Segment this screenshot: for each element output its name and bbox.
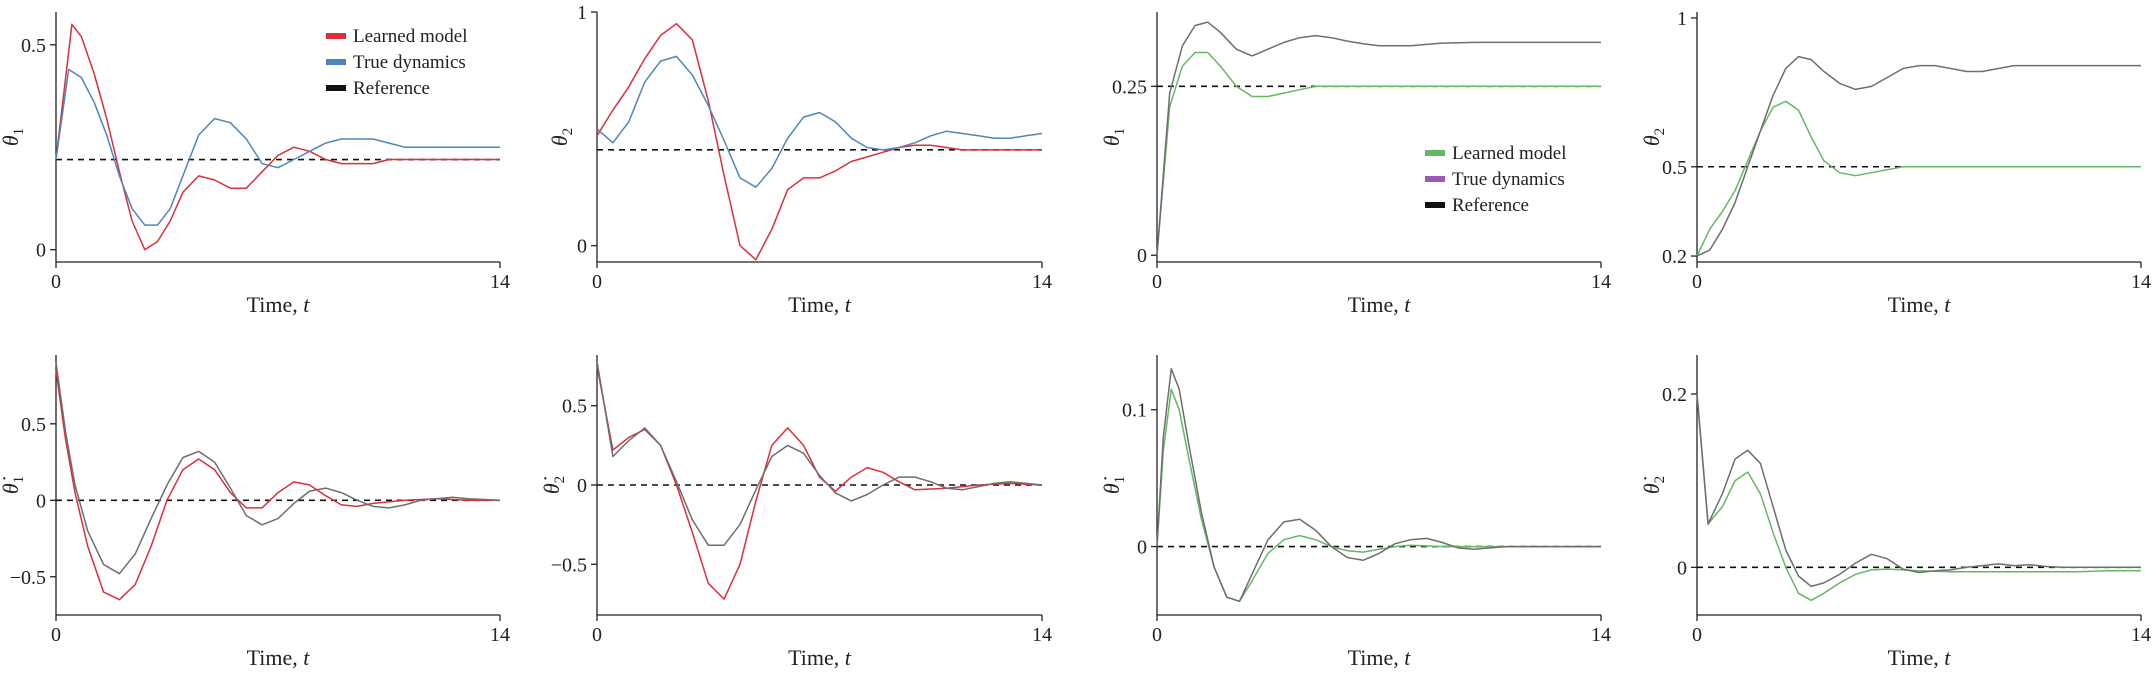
- y-tick-label: 1: [1677, 8, 1687, 30]
- y-tick-label: 0.5: [562, 396, 587, 418]
- x-tick-label: 0: [51, 271, 61, 293]
- y-tick-label: 0: [577, 475, 587, 497]
- y-tick-label: 0.2: [1662, 384, 1687, 406]
- y-axis-label: θ̇1: [0, 476, 27, 494]
- legend-label: Learned model: [1452, 143, 1566, 164]
- x-tick-label: 0: [1692, 271, 1702, 293]
- x-tick-label: 14: [2131, 271, 2151, 293]
- chart-p2: 0 14 0 1 Time, t θ2: [547, 2, 1052, 317]
- y-axis-label: θ̇1: [1099, 476, 1128, 494]
- y-tick-label: 0.2: [1662, 246, 1687, 268]
- series-line-1: [596, 22, 1042, 261]
- series-line-2: [55, 362, 501, 575]
- x-axis-label: Time, t: [1348, 645, 1412, 670]
- x-tick-label: 0: [1692, 624, 1702, 646]
- x-tick-label: 0: [1152, 271, 1162, 293]
- series-line-1: [1696, 393, 2141, 602]
- y-axis-label: θ2: [547, 128, 576, 146]
- y-tick-label: 0.25: [1112, 76, 1147, 98]
- y-tick-label: 0.5: [1662, 157, 1687, 179]
- chart-p5: 0 14 −0.5 0 0.5 Time, t θ̇1: [0, 355, 510, 670]
- y-axis-label: θ̇2: [539, 476, 568, 494]
- chart-p8: 0 14 0 0.2 Time, t θ̇2: [1639, 355, 2151, 670]
- y-axis-label: θ1: [1099, 128, 1128, 146]
- x-tick-label: 14: [490, 271, 510, 293]
- y-axis-label: θ1: [0, 128, 27, 146]
- legend-swatch: [1425, 202, 1445, 208]
- y-tick-label: 0: [36, 240, 46, 262]
- x-axis-label: Time, t: [1888, 292, 1952, 317]
- y-tick-label: 0: [577, 236, 587, 258]
- x-axis-label: Time, t: [247, 292, 311, 317]
- x-tick-label: 0: [1152, 624, 1162, 646]
- legend-label: Reference: [1452, 195, 1529, 216]
- series-line-1: [596, 365, 1043, 600]
- series-line-1: [55, 23, 500, 251]
- chart-p3: 0 14 0 0.25 Time, t θ1 Learned model True dynam…: [1099, 12, 1611, 317]
- legend-swatch: [326, 85, 346, 91]
- chart-p1: 0 14 0 0.5 Time, t θ1 Learned model True dynami…: [0, 12, 510, 317]
- x-tick-label: 0: [51, 624, 61, 646]
- legend-label: Learned model: [353, 26, 467, 47]
- y-tick-label: −0.5: [10, 567, 46, 589]
- series-line-2: [55, 68, 500, 226]
- x-tick-label: 0: [592, 271, 602, 293]
- chart-p4: 0 14 0.2 0.5 1 Time, t θ2: [1639, 8, 2151, 317]
- legend-swatch: [1425, 150, 1445, 156]
- chart-p7: 0 14 0 0.1 Time, t θ̇1: [1099, 355, 1611, 670]
- legend-swatch: [1425, 176, 1445, 182]
- y-axis-label: θ2: [1639, 128, 1668, 146]
- x-axis-label: Time, t: [788, 292, 852, 317]
- x-tick-label: 14: [1591, 624, 1611, 646]
- series-line-2: [1156, 21, 1601, 256]
- series-line-1: [1156, 51, 1601, 256]
- y-tick-label: 0: [1677, 557, 1687, 579]
- legend-label: Reference: [353, 78, 430, 99]
- series-line-1: [1696, 100, 2141, 257]
- x-tick-label: 14: [490, 624, 510, 646]
- y-tick-label: 0.5: [21, 35, 46, 57]
- series-line-2: [596, 55, 1043, 188]
- x-axis-label: Time, t: [1348, 292, 1412, 317]
- y-axis-label: θ̇2: [1639, 476, 1668, 494]
- x-axis-label: Time, t: [247, 645, 311, 670]
- legend-swatch: [326, 59, 346, 65]
- y-tick-label: −0.5: [551, 554, 587, 576]
- y-tick-label: 0.1: [1122, 400, 1147, 422]
- x-tick-label: 0: [592, 624, 602, 646]
- x-tick-label: 14: [1032, 624, 1052, 646]
- legend-label: True dynamics: [1452, 169, 1565, 190]
- series-line-2: [1156, 367, 1601, 603]
- x-tick-label: 14: [1032, 271, 1052, 293]
- y-tick-label: 0: [36, 490, 46, 512]
- x-axis-label: Time, t: [788, 645, 852, 670]
- x-tick-label: 14: [2131, 624, 2151, 646]
- y-tick-label: 0: [1137, 537, 1147, 559]
- series-line-2: [596, 361, 1043, 546]
- y-tick-label: 0.5: [21, 414, 46, 436]
- legend-label: True dynamics: [353, 52, 466, 73]
- series-line-1: [1156, 388, 1601, 603]
- series-line-2: [1696, 393, 2141, 588]
- y-tick-label: 1: [577, 2, 587, 24]
- series-line-2: [1696, 55, 2141, 257]
- x-tick-label: 14: [1591, 271, 1611, 293]
- legend-swatch: [326, 33, 346, 39]
- series-line-1: [55, 370, 500, 601]
- chart-p6: 0 14 −0.5 0 0.5 Time, t θ̇2: [539, 355, 1052, 670]
- y-tick-label: 0: [1137, 245, 1147, 267]
- x-axis-label: Time, t: [1888, 645, 1952, 670]
